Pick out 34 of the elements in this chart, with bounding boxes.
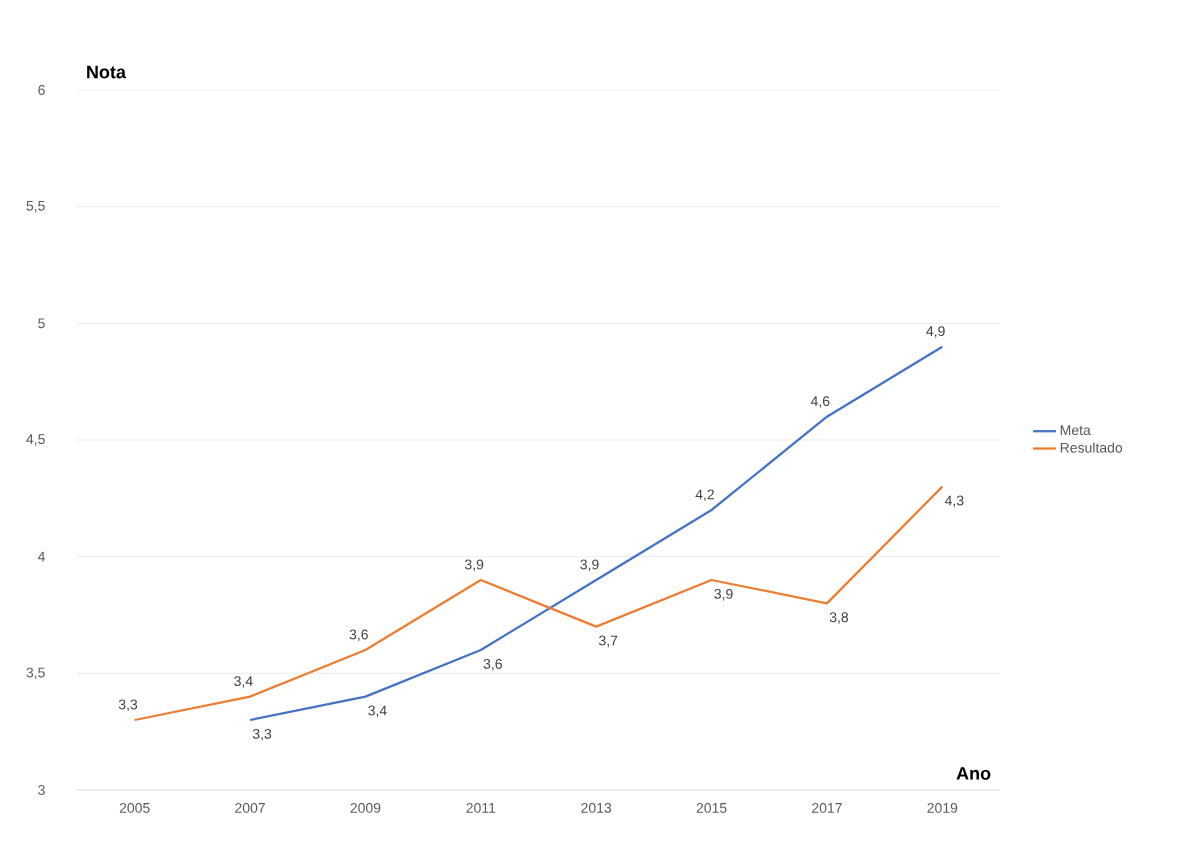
- y-axis-title: Nota: [87, 65, 127, 79]
- data-label: 3,8: [829, 612, 849, 624]
- data-label: 3,4: [234, 676, 253, 688]
- x-axis-title: Ano: [956, 767, 991, 780]
- data-label: 3,9: [580, 559, 599, 572]
- x-tick-label: 2007: [235, 802, 265, 813]
- x-tick-label: 2019: [927, 802, 958, 813]
- y-tick-label: 5: [38, 318, 45, 329]
- data-label: 4,3: [944, 495, 964, 508]
- data-label: 3,9: [714, 588, 733, 601]
- data-label: 3,3: [118, 699, 138, 712]
- y-tick-label: 5,5: [26, 200, 45, 213]
- data-label: 3,9: [464, 559, 484, 572]
- data-label: 3,3: [252, 728, 272, 741]
- y-tick-label: 4,5: [26, 434, 45, 446]
- x-tick-label: 2011: [466, 802, 496, 813]
- x-tick-label: 2013: [581, 802, 612, 813]
- data-label: 4,9: [926, 326, 945, 338]
- x-tick-label: 2009: [350, 802, 381, 813]
- legend-label: Resultado: [1060, 442, 1123, 453]
- data-label: 3,6: [349, 629, 368, 642]
- y-tick-label: 4: [37, 551, 45, 562]
- x-tick-label: 2015: [696, 802, 727, 813]
- data-label: 4,6: [810, 396, 830, 408]
- x-tick-label: 2017: [812, 802, 842, 813]
- y-tick-label: 3,5: [26, 667, 45, 680]
- data-label: 3,4: [368, 705, 387, 718]
- data-label: 4,2: [695, 489, 714, 502]
- data-label: 3,6: [483, 658, 502, 671]
- x-tick-label: 2005: [119, 802, 150, 813]
- data-label: 3,7: [598, 635, 618, 648]
- legend-label: Meta: [1060, 425, 1091, 436]
- y-tick-label: 3: [38, 785, 45, 795]
- y-tick-label: 6: [38, 85, 45, 95]
